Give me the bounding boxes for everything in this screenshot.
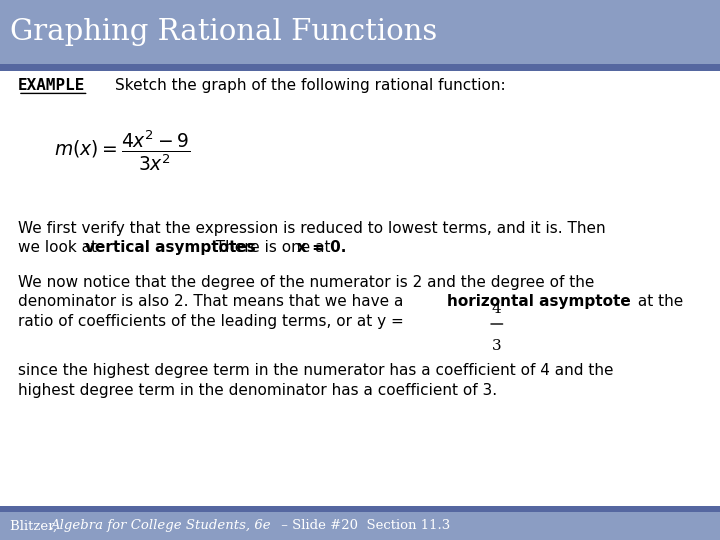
Text: We now notice that the degree of the numerator is 2 and the degree of the: We now notice that the degree of the num… — [18, 275, 595, 291]
Bar — [0, 0, 720, 64]
Text: ratio of coefficients of the leading terms, or at y =: ratio of coefficients of the leading ter… — [18, 314, 409, 329]
Text: vertical asymptotes: vertical asymptotes — [85, 240, 256, 255]
Bar — [0, 506, 720, 512]
Text: x = 0.: x = 0. — [297, 240, 346, 255]
Bar — [0, 512, 720, 540]
Text: . There is one at: . There is one at — [206, 240, 336, 255]
Text: $m(x) = \dfrac{4x^{2}-9}{3x^{2}}$: $m(x) = \dfrac{4x^{2}-9}{3x^{2}}$ — [54, 129, 191, 173]
Text: we look at: we look at — [18, 240, 102, 255]
Text: We first verify that the expression is reduced to lowest terms, and it is. Then: We first verify that the expression is r… — [18, 221, 606, 237]
Text: – Slide #20  Section 11.3: – Slide #20 Section 11.3 — [277, 519, 451, 532]
Text: EXAMPLE: EXAMPLE — [18, 78, 86, 93]
Text: 4: 4 — [492, 302, 502, 316]
Text: horizontal asymptote: horizontal asymptote — [447, 294, 631, 309]
Text: at the: at the — [633, 294, 683, 309]
Bar — [0, 64, 720, 71]
Text: 3: 3 — [492, 339, 502, 353]
Text: since the highest degree term in the numerator has a coefficient of 4 and the: since the highest degree term in the num… — [18, 363, 613, 378]
Text: denominator is also 2. That means that we have a: denominator is also 2. That means that w… — [18, 294, 408, 309]
Text: Graphing Rational Functions: Graphing Rational Functions — [10, 18, 437, 46]
Text: highest degree term in the denominator has a coefficient of 3.: highest degree term in the denominator h… — [18, 383, 497, 399]
Bar — [0, 71, 720, 506]
Text: Sketch the graph of the following rational function:: Sketch the graph of the following ration… — [115, 78, 506, 93]
Text: Algebra for College Students, 6e: Algebra for College Students, 6e — [50, 519, 271, 532]
Text: Blitzer,: Blitzer, — [10, 519, 61, 532]
